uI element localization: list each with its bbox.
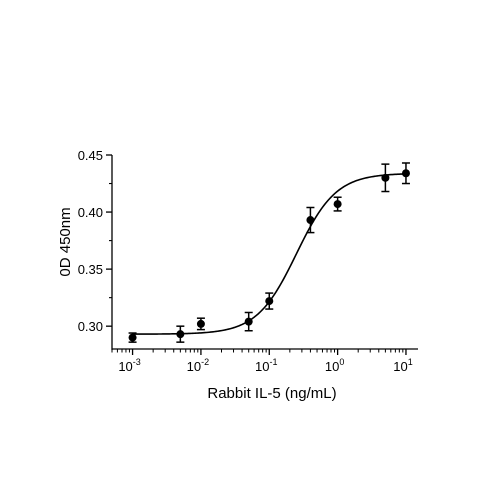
data-point (244, 311, 253, 332)
data-point (333, 196, 342, 212)
marker (244, 317, 253, 326)
x-tick-label: 100 (325, 357, 344, 374)
data-point (176, 325, 185, 343)
data-point (401, 162, 410, 185)
marker (401, 169, 410, 178)
y-tick-label: 0.30 (78, 319, 103, 334)
y-axis-label: 0D 450nm (57, 207, 74, 276)
marker (196, 319, 205, 328)
data-point (196, 317, 205, 331)
x-tick-label: 10-3 (118, 357, 140, 374)
data-point (381, 163, 390, 193)
x-tick-label: 10-1 (255, 357, 277, 374)
x-tick-label: 10-2 (187, 357, 209, 374)
ticks: 0.30 0.35 0.40 0.45 10-3 10-2 10-1 100 101 (78, 148, 413, 374)
x-tick-label: 101 (393, 357, 412, 374)
x-axis-label: Rabbit IL-5 (ng/mL) (207, 385, 336, 402)
data-point (128, 332, 137, 343)
data-points (128, 162, 410, 343)
marker (128, 333, 137, 342)
marker (381, 173, 390, 182)
y-tick-label: 0.45 (78, 148, 103, 163)
fit-curve (132, 173, 406, 335)
marker (176, 330, 185, 339)
data-point (265, 292, 274, 310)
data-point (306, 206, 315, 234)
y-tick-label: 0.35 (78, 262, 103, 277)
marker (265, 297, 274, 306)
y-tick-label: 0.40 (78, 205, 103, 220)
marker (333, 200, 342, 209)
marker (306, 216, 315, 225)
axes (111, 155, 418, 350)
